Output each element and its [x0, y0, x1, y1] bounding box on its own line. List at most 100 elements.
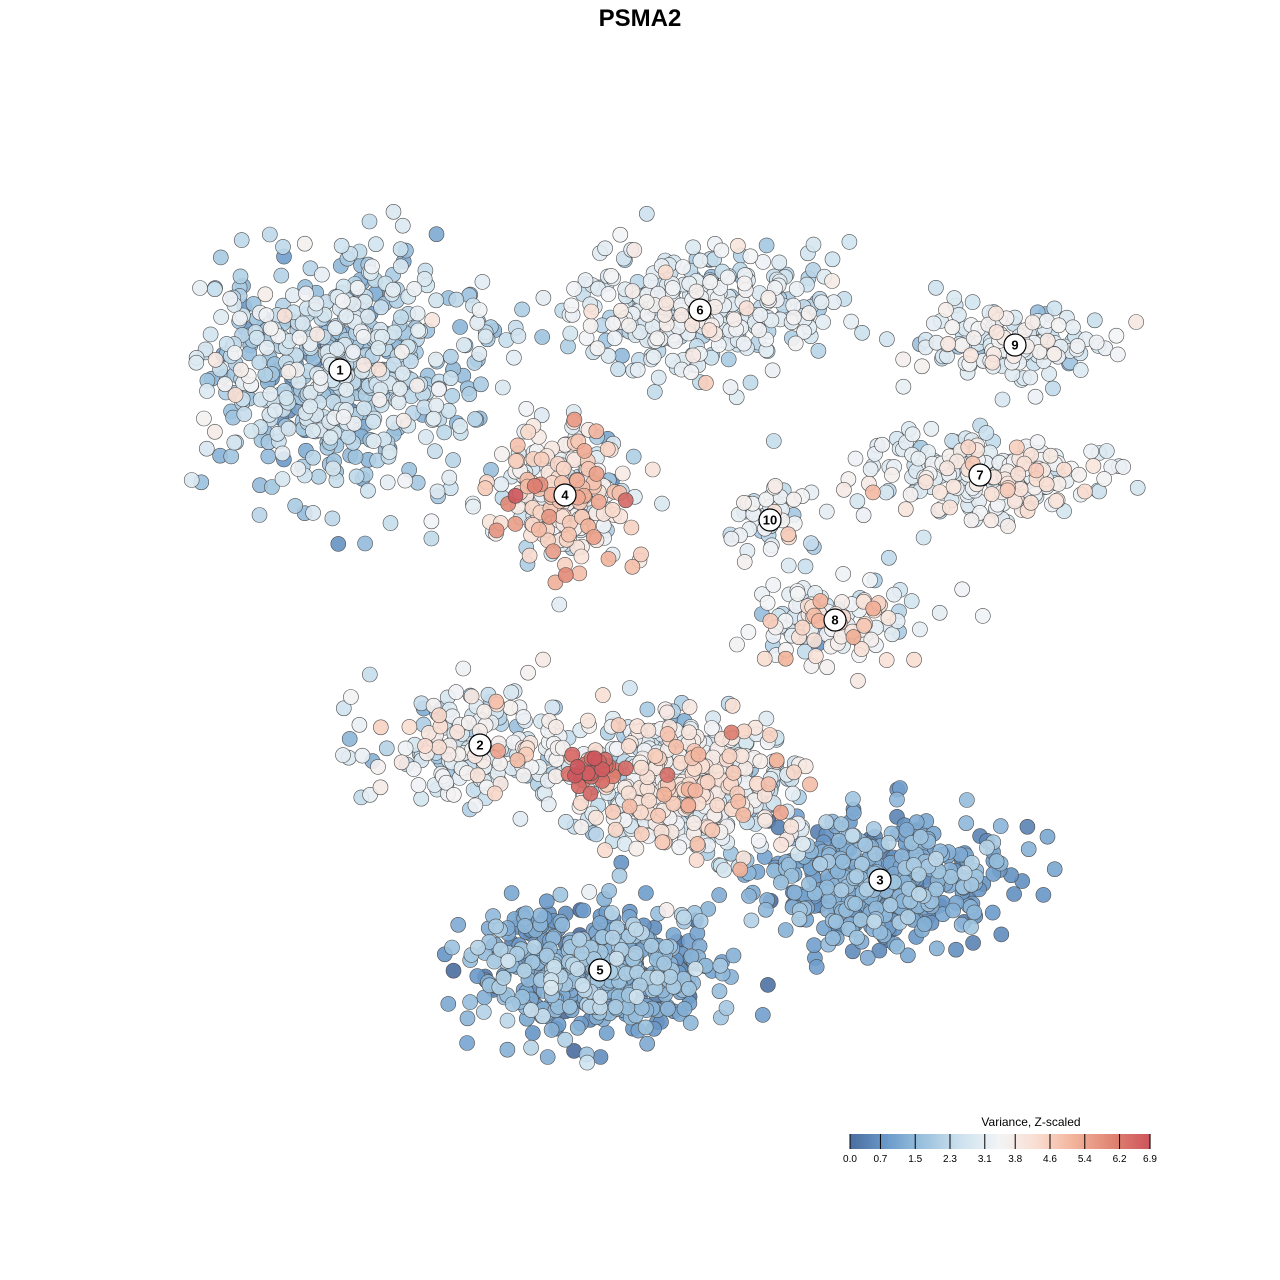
data-point [865, 821, 882, 837]
data-point [586, 750, 603, 767]
data-point [605, 803, 621, 820]
data-point [959, 792, 975, 808]
data-point [503, 684, 520, 701]
data-point [895, 378, 912, 395]
data-point [333, 238, 350, 254]
data-point [643, 937, 660, 954]
data-point [347, 449, 364, 465]
data-point [760, 977, 776, 993]
data-point [808, 959, 825, 975]
data-point [595, 687, 611, 703]
data-point [757, 812, 774, 829]
data-point [442, 348, 459, 365]
data-point [354, 747, 371, 764]
data-point [592, 915, 608, 932]
data-point [806, 937, 822, 954]
data-point [555, 460, 572, 477]
data-point [862, 461, 879, 478]
data-point [1129, 479, 1146, 496]
data-point [741, 888, 757, 904]
data-point [729, 636, 745, 653]
color-legend: Variance, Z-scaled 0.0 0.7 1.5 2.3 3.1 3.8 4.6… [843, 1115, 1157, 1165]
data-point [365, 433, 382, 449]
data-point [261, 226, 278, 243]
data-point [836, 481, 852, 498]
data-point [758, 237, 775, 254]
cluster-label-8: 8 [823, 608, 847, 632]
data-point [928, 940, 945, 957]
data-point [931, 604, 948, 621]
data-point [436, 424, 453, 441]
data-point [338, 381, 355, 398]
data-point [449, 724, 466, 740]
data-point [417, 738, 433, 754]
data-point [610, 361, 626, 378]
data-point [639, 701, 656, 718]
data-point [494, 446, 510, 462]
data-point [227, 387, 244, 403]
data-point [393, 754, 410, 771]
data-point [1045, 380, 1061, 397]
data-point [865, 484, 881, 501]
data-point [274, 471, 291, 487]
data-point [1028, 462, 1045, 479]
data-point [514, 301, 530, 318]
data-point [855, 507, 872, 524]
data-point [925, 315, 942, 332]
data-point [431, 739, 447, 756]
data-point [743, 912, 760, 929]
data-point [393, 309, 409, 326]
data-point [452, 319, 468, 335]
data-point [713, 242, 730, 259]
data-point [325, 460, 341, 477]
data-point [656, 786, 673, 803]
data-point [742, 248, 759, 265]
data-point [406, 281, 423, 297]
data-point [243, 423, 260, 439]
data-point [294, 315, 311, 332]
data-point [274, 445, 291, 462]
data-point [818, 814, 835, 831]
data-point [659, 704, 676, 721]
data-point [689, 836, 706, 852]
data-point [882, 897, 899, 914]
data-point [428, 226, 445, 242]
data-point [571, 931, 588, 948]
data-point [889, 791, 905, 808]
data-point [592, 1049, 609, 1065]
data-point [604, 905, 620, 921]
data-point [392, 380, 408, 397]
data-point [543, 979, 559, 996]
data-point [287, 498, 304, 514]
data-point [659, 726, 676, 742]
data-point [917, 474, 934, 491]
data-point [928, 279, 944, 296]
data-point [845, 804, 862, 821]
data-point [213, 249, 229, 266]
data-point [983, 512, 1000, 529]
data-point [372, 719, 389, 736]
data-point [912, 829, 929, 845]
data-point [341, 731, 358, 747]
data-point [467, 797, 484, 814]
data-point [227, 345, 243, 361]
data-point [540, 796, 557, 813]
data-point [786, 491, 802, 508]
data-point [773, 836, 789, 853]
data-point [730, 793, 747, 810]
data-point [794, 619, 811, 636]
data-point [188, 354, 205, 371]
data-point [964, 294, 981, 310]
data-point [463, 688, 480, 705]
data-point [685, 347, 702, 364]
data-point [617, 760, 634, 777]
data-point [735, 335, 752, 352]
data-point [381, 444, 398, 460]
data-point [502, 699, 519, 716]
data-point [506, 349, 522, 366]
data-point [574, 977, 591, 993]
data-point [507, 487, 524, 504]
data-point [607, 821, 624, 838]
data-point [767, 478, 784, 494]
data-point [711, 983, 728, 1000]
